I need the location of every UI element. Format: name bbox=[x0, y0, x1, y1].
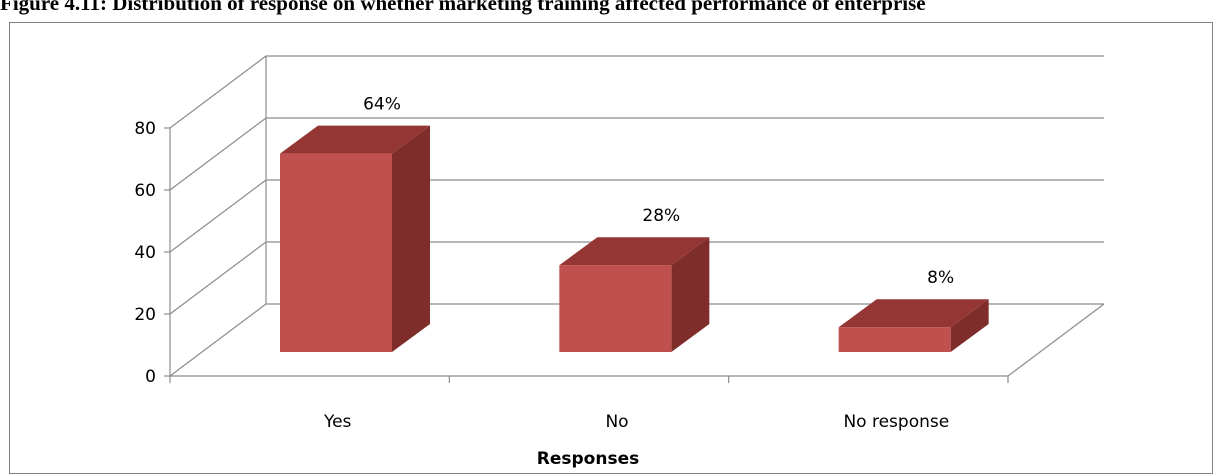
axes bbox=[164, 127, 1009, 383]
y-tick-label: 80 bbox=[134, 119, 156, 139]
side-gridline bbox=[169, 179, 267, 253]
figure-caption: Figure 4.11: Distribution of response on… bbox=[0, 0, 926, 15]
y-tick-label: 60 bbox=[134, 181, 156, 201]
side-gridline bbox=[169, 117, 267, 191]
bar bbox=[280, 153, 392, 352]
bar-side bbox=[950, 299, 989, 352]
data-label: 64% bbox=[363, 95, 401, 115]
bar bbox=[559, 265, 672, 352]
side-gridline bbox=[169, 55, 267, 129]
bar-top bbox=[559, 237, 710, 266]
data-label: 28% bbox=[642, 206, 680, 226]
side-gridline bbox=[169, 241, 267, 315]
bars bbox=[280, 125, 989, 352]
x-axis-title: Responses bbox=[537, 449, 639, 469]
y-tick-label: 40 bbox=[134, 243, 156, 263]
x-category-label: No response bbox=[843, 412, 949, 432]
bar-side bbox=[671, 237, 710, 352]
bar-side bbox=[392, 125, 430, 352]
y-tick-label: 0 bbox=[145, 367, 156, 387]
floor-right-edge bbox=[1007, 303, 1105, 377]
labels: 0 20 40 60 80 64% Yes 28% No 8% No response bbox=[134, 95, 954, 432]
data-label: 8% bbox=[927, 268, 954, 288]
y-tick-label: 20 bbox=[134, 305, 156, 325]
bar-top bbox=[838, 299, 989, 328]
bar bbox=[838, 327, 951, 352]
x-category-label: Yes bbox=[323, 412, 352, 432]
side-gridline bbox=[169, 303, 267, 377]
x-category-label: No bbox=[605, 412, 628, 432]
bar-top bbox=[280, 125, 430, 154]
